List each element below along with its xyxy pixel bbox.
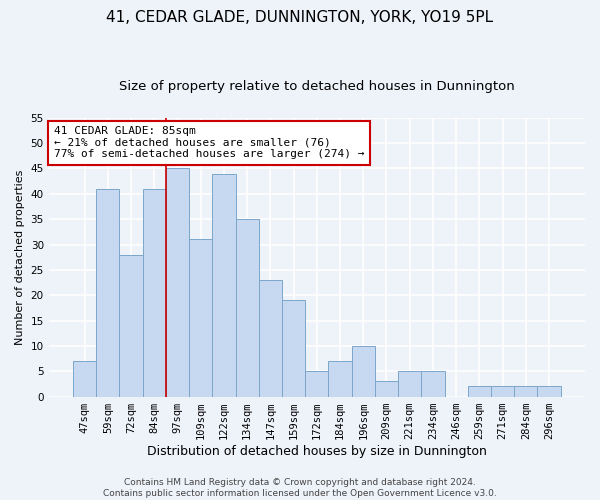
Bar [352,346,375,397]
Bar [96,188,119,396]
Bar [236,219,259,396]
Text: 41 CEDAR GLADE: 85sqm
← 21% of detached houses are smaller (76)
77% of semi-deta: 41 CEDAR GLADE: 85sqm ← 21% of detached … [54,126,365,160]
Bar [398,371,421,396]
Bar [328,361,352,396]
Bar [468,386,491,396]
Title: Size of property relative to detached houses in Dunnington: Size of property relative to detached ho… [119,80,515,93]
Y-axis label: Number of detached properties: Number of detached properties [15,170,25,345]
Bar [514,386,538,396]
Bar [259,280,282,396]
X-axis label: Distribution of detached houses by size in Dunnington: Distribution of detached houses by size … [147,444,487,458]
Bar [421,371,445,396]
Bar [166,168,189,396]
Text: Contains HM Land Registry data © Crown copyright and database right 2024.
Contai: Contains HM Land Registry data © Crown c… [103,478,497,498]
Text: 41, CEDAR GLADE, DUNNINGTON, YORK, YO19 5PL: 41, CEDAR GLADE, DUNNINGTON, YORK, YO19 … [106,10,494,25]
Bar [212,174,236,396]
Bar [143,188,166,396]
Bar [375,382,398,396]
Bar [491,386,514,396]
Bar [538,386,560,396]
Bar [305,371,328,396]
Bar [73,361,96,396]
Bar [189,240,212,396]
Bar [119,254,143,396]
Bar [282,300,305,396]
